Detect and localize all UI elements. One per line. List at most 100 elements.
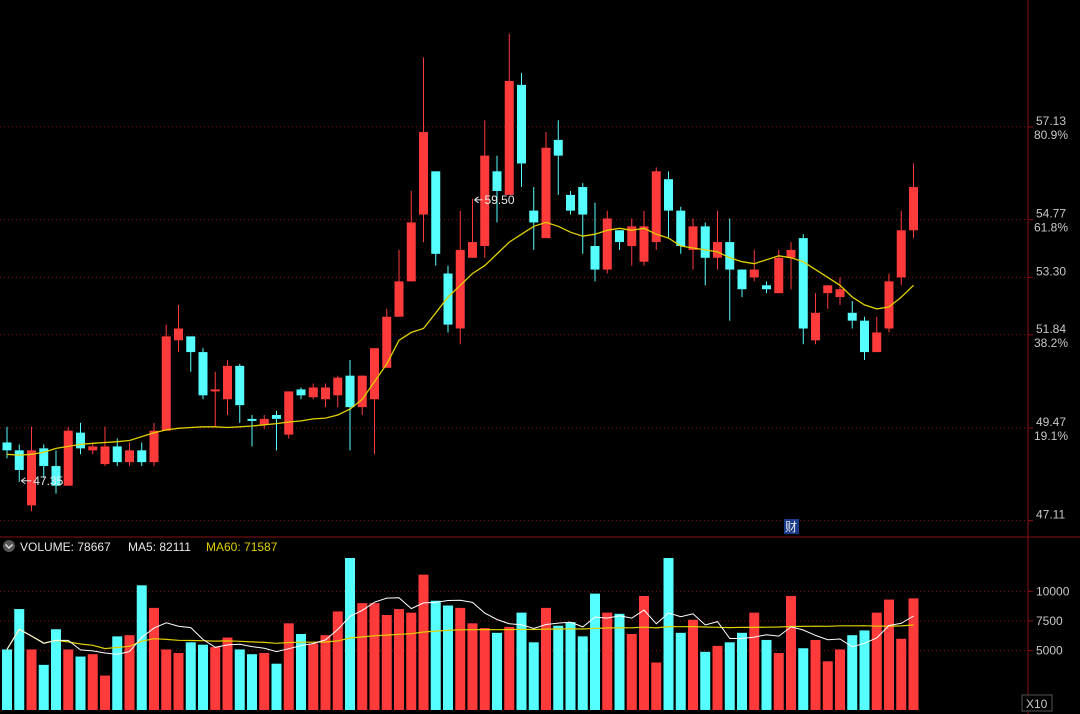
- candle: [284, 391, 294, 439]
- volume-bar: [51, 629, 61, 710]
- finance-marker-label: 财: [785, 520, 797, 534]
- volume-bar: [688, 619, 698, 710]
- price-tick-label: 54.77: [1036, 207, 1066, 221]
- candle-body: [345, 375, 355, 408]
- candle-body: [762, 285, 771, 290]
- volume-bar: [296, 634, 306, 710]
- candle: [406, 190, 416, 282]
- volume-bar: [185, 642, 196, 710]
- candle: [566, 190, 575, 215]
- candle-body: [259, 418, 269, 425]
- volume-bar: [87, 654, 98, 710]
- volume-bar: [283, 623, 294, 710]
- candle-body: [455, 249, 465, 329]
- candle: [63, 426, 73, 486]
- percent-tick-label: 61.8%: [1034, 221, 1068, 235]
- volume-bar: [26, 649, 37, 710]
- volume-tick-label: 10000: [1036, 584, 1070, 598]
- candle: [529, 187, 539, 250]
- volume-bar: [38, 664, 49, 710]
- candle: [394, 249, 404, 317]
- ma5-legend-value: MA5: 82111: [128, 540, 191, 554]
- volume-bar: [896, 638, 907, 710]
- candle-body: [333, 377, 343, 396]
- candle-body: [296, 389, 306, 396]
- volume-bar: [528, 642, 539, 710]
- candle-body: [370, 348, 379, 400]
- volume-bar: [430, 600, 441, 710]
- candle: [860, 316, 869, 360]
- volume-bar: [675, 632, 686, 710]
- volume-bar: [234, 649, 245, 710]
- candle: [713, 210, 722, 270]
- candle-body: [382, 316, 392, 368]
- candle: [431, 171, 441, 266]
- volume-bar: [712, 645, 723, 710]
- candle-body: [161, 336, 171, 431]
- volume-ma5-line: [6, 597, 914, 655]
- candle-body: [14, 450, 24, 470]
- candle: [786, 242, 796, 290]
- percent-tick-label: 19.1%: [1034, 429, 1068, 443]
- candle-body: [137, 450, 147, 463]
- candle-body: [198, 352, 208, 396]
- volume-bar: [786, 596, 796, 710]
- candle: [419, 57, 428, 243]
- price-grid: [0, 126, 1028, 522]
- volume-bar: [810, 639, 821, 710]
- volume-panel: VOLUME: 78667 MA5: 82111 MA60: 71587 100…: [0, 540, 1070, 712]
- collapse-toggle-icon[interactable]: [3, 540, 15, 552]
- volume-bar: [908, 598, 919, 710]
- percent-tick-label: 38.2%: [1034, 336, 1068, 350]
- candle: [651, 167, 661, 250]
- volume-bar: [75, 656, 86, 710]
- candle-body: [639, 226, 649, 262]
- volume-bar: [112, 636, 123, 710]
- volume-tick-label: 7500: [1036, 614, 1063, 628]
- candle: [553, 120, 563, 195]
- candle: [370, 348, 379, 455]
- candle: [272, 411, 281, 451]
- candle: [247, 414, 257, 447]
- candle: [774, 249, 784, 294]
- candle-body: [835, 289, 845, 298]
- candle-body: [308, 387, 318, 398]
- volume-bar: [308, 643, 319, 710]
- candle: [811, 293, 820, 345]
- volume-bar: [614, 613, 625, 710]
- candle-body: [909, 187, 918, 231]
- candle: [639, 210, 649, 266]
- candle-body: [517, 84, 526, 164]
- volume-bar: [504, 626, 515, 710]
- candle-body: [896, 230, 906, 278]
- candle-body: [615, 230, 624, 243]
- candle-body: [357, 375, 367, 408]
- volume-bar: [492, 632, 502, 710]
- candle-body: [149, 430, 159, 463]
- candle-body: [247, 418, 257, 421]
- candle-body: [112, 446, 122, 463]
- price-tick-label: 57.13: [1036, 114, 1066, 128]
- candle-body: [578, 187, 588, 215]
- candle-body: [419, 132, 428, 215]
- candle-body: [847, 312, 857, 321]
- candle-body: [529, 210, 539, 223]
- unit-label-box: [1021, 694, 1053, 712]
- candle: [27, 426, 36, 512]
- volume-bar: [345, 558, 355, 710]
- candle: [345, 359, 355, 451]
- price-tick-label: 47.11: [1036, 508, 1065, 522]
- volume-bar: [847, 635, 858, 710]
- price-moving-average-line: [6, 221, 914, 456]
- candle-body: [272, 414, 281, 419]
- volume-bar: [626, 634, 637, 710]
- candle: [357, 375, 367, 415]
- volume-bar: [577, 636, 588, 710]
- volume-bar: [639, 596, 649, 710]
- volume-bars: [2, 558, 919, 710]
- candle: [664, 171, 673, 239]
- volume-bar: [259, 653, 270, 710]
- volume-bar: [651, 662, 662, 710]
- price-tick-label: 51.84: [1036, 322, 1066, 336]
- candle: [112, 438, 122, 467]
